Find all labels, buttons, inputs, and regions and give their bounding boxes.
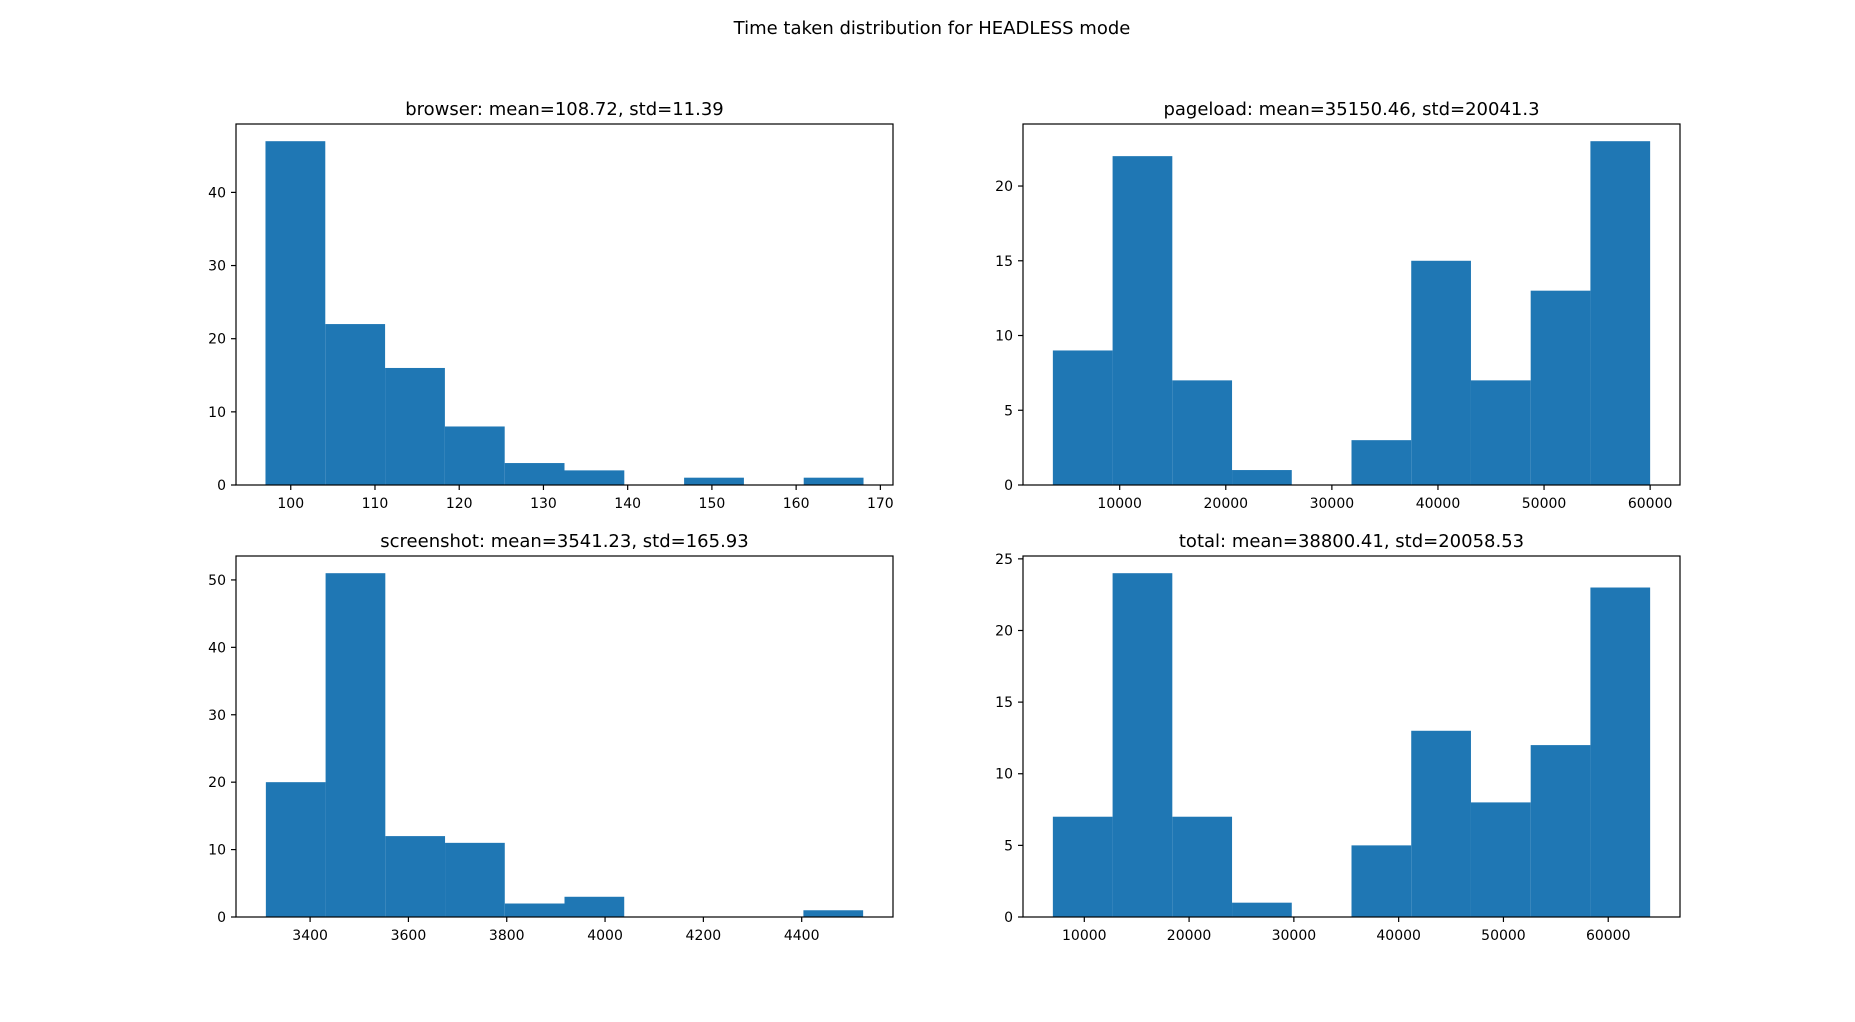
total-axes-frame: [1022, 555, 1681, 918]
pageload-bar: [1351, 440, 1412, 485]
pageload-x-tick-label: 20000: [1204, 496, 1249, 512]
total-y-tick-label: 0: [1004, 910, 1013, 926]
pageload-bar: [1052, 350, 1113, 485]
browser-y-tick-label: 0: [217, 478, 226, 494]
pageload-bar: [1590, 141, 1651, 485]
screenshot-x-tick-label: 3600: [391, 928, 427, 944]
pageload-x-tick-label: 10000: [1097, 496, 1142, 512]
pageload-y-tick-label: 15: [995, 254, 1013, 270]
histogram-panels: 100 110 120 130 140 150 160 170010203040browser…: [208, 99, 1681, 944]
screenshot-y-tick-label: 50: [208, 573, 226, 589]
pageload-bar: [1112, 156, 1173, 485]
total-bar: [1052, 816, 1113, 917]
figure-title: Time taken distribution for HEADLESS mod…: [733, 18, 1131, 39]
pageload-y-tick-label: 10: [995, 329, 1013, 345]
browser-bar: [385, 367, 445, 485]
total-x-tick-label: 50000: [1481, 928, 1526, 944]
screenshot-y-tick-label: 0: [217, 910, 226, 926]
browser-x-tick-label: 150: [699, 496, 726, 512]
browser-y-tick-label: 10: [208, 405, 226, 421]
browser-bar: [564, 470, 625, 485]
browser-axes-frame: [235, 123, 894, 486]
screenshot-axes-frame: [235, 555, 894, 918]
pageload-bar: [1411, 260, 1471, 485]
screenshot-x-tick-label: 4000: [587, 928, 623, 944]
screenshot-bar: [564, 896, 625, 917]
browser-x-tick-label: 170: [867, 496, 894, 512]
screenshot-x-tick-label: 3800: [489, 928, 525, 944]
screenshot-bar: [325, 573, 386, 917]
total-y-tick-label: 25: [995, 552, 1013, 568]
total-x-tick-label: 40000: [1376, 928, 1421, 944]
pageload-bar: [1172, 380, 1233, 485]
browser-x-tick-label: 160: [783, 496, 810, 512]
pageload-axes-frame: [1022, 123, 1681, 486]
total-y-tick-label: 5: [1004, 838, 1013, 854]
screenshot-histogram: 3400 3600 3800 4000 4200 4400 0 10 20 30 40 50 scree…: [208, 531, 894, 944]
screenshot-x-tick-label: 4400: [784, 928, 820, 944]
browser-bar: [325, 324, 386, 485]
screenshot-subplot-title: screenshot: mean=3541.23, std=165.93: [380, 531, 748, 552]
screenshot-bar: [504, 903, 565, 917]
pageload-bar: [1530, 290, 1591, 485]
browser-y-tick-label: 40: [208, 185, 226, 201]
browser-bar: [803, 477, 864, 485]
pageload-histogram: 10000 20000 30000 40000 50000 60000 0 5 10 15 20 pa…: [995, 99, 1681, 512]
total-bar: [1590, 587, 1651, 917]
pageload-bar: [1470, 380, 1531, 485]
pageload-x-tick-label: 60000: [1628, 496, 1673, 512]
screenshot-y-tick-label: 30: [208, 708, 226, 724]
total-x-tick-label: 60000: [1586, 928, 1631, 944]
browser-bar: [265, 141, 326, 485]
pageload-y-tick-label: 0: [1004, 478, 1013, 494]
screenshot-y-tick-label: 10: [208, 843, 226, 859]
pageload-bar: [1232, 470, 1292, 485]
total-y-tick-label: 10: [995, 767, 1013, 783]
screenshot-x-tick-label: 4200: [686, 928, 722, 944]
total-bar: [1172, 816, 1233, 917]
screenshot-bar: [265, 782, 326, 917]
total-bar: [1351, 845, 1412, 917]
browser-histogram: 100 110 120 130 140 150 160 170 0 10 20 30 40 browser…: [208, 99, 894, 512]
total-subplot-title: total: mean=38800.41, std=20058.53: [1179, 531, 1524, 552]
browser-bar: [684, 477, 744, 485]
screenshot-bar: [803, 910, 864, 917]
total-x-tick-label: 30000: [1272, 928, 1317, 944]
browser-y-tick-label: 20: [208, 332, 226, 348]
browser-x-tick-label: 100: [277, 496, 304, 512]
total-y-tick-label: 15: [995, 695, 1013, 711]
browser-subplot-title: browser: mean=108.72, std=11.39: [405, 99, 724, 120]
total-x-tick-label: 10000: [1062, 928, 1107, 944]
screenshot-y-tick-label: 20: [208, 775, 226, 791]
total-bar: [1232, 902, 1292, 917]
pageload-y-tick-label: 5: [1004, 403, 1013, 419]
total-y-tick-label: 20: [995, 623, 1013, 639]
pageload-y-tick-label: 20: [995, 179, 1013, 195]
total-bar: [1530, 745, 1591, 917]
browser-x-tick-label: 110: [362, 496, 389, 512]
browser-x-tick-label: 120: [446, 496, 473, 512]
total-bar: [1411, 730, 1471, 917]
browser-x-tick-label: 140: [614, 496, 641, 512]
total-bar: [1112, 573, 1173, 917]
total-x-tick-label: 20000: [1167, 928, 1212, 944]
browser-bar: [444, 426, 505, 485]
pageload-x-tick-label: 30000: [1310, 496, 1355, 512]
pageload-x-tick-label: 50000: [1522, 496, 1567, 512]
screenshot-bar: [385, 836, 446, 917]
total-bar: [1470, 802, 1531, 917]
pageload-x-tick-label: 40000: [1416, 496, 1461, 512]
screenshot-y-tick-label: 40: [208, 640, 226, 656]
screenshot-x-tick-label: 3400: [292, 928, 328, 944]
browser-bar: [504, 463, 565, 485]
pageload-subplot-title: pageload: mean=35150.46, std=20041.3: [1163, 99, 1539, 120]
total-histogram: 10000 20000 30000 40000 50000 60000 0 5 10 15 20 25…: [995, 531, 1681, 944]
screenshot-bar: [445, 842, 505, 917]
browser-y-tick-label: 30: [208, 259, 226, 275]
browser-x-tick-label: 130: [530, 496, 557, 512]
